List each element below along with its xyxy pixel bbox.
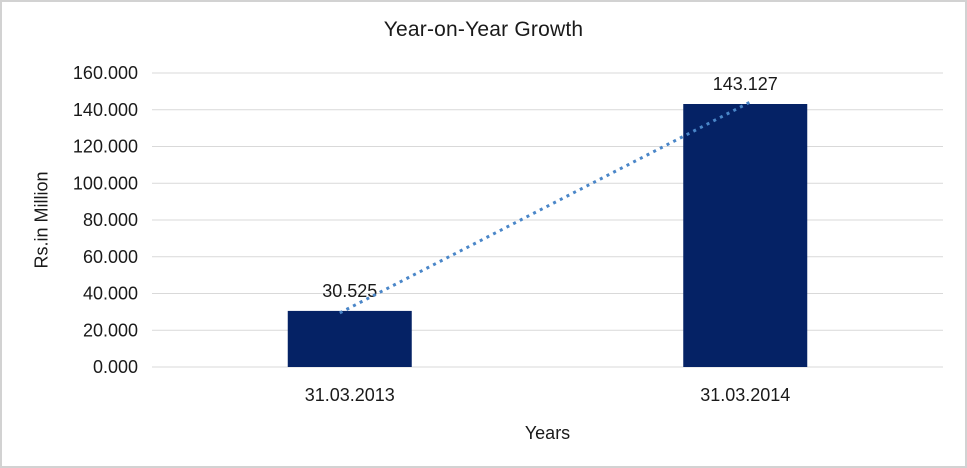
y-tick-label: 120.000 <box>73 137 138 157</box>
x-tick-label: 31.03.2013 <box>305 385 395 405</box>
bar-value-label: 30.525 <box>322 281 377 301</box>
chart-title: Year-on-Year Growth <box>383 18 584 41</box>
y-tick-label: 160.000 <box>73 63 138 83</box>
y-tick-label: 80.000 <box>83 210 138 230</box>
y-tick-label: 60.000 <box>83 247 138 267</box>
bar <box>683 104 808 367</box>
bar-value-label: 143.127 <box>713 74 778 94</box>
y-tick-label: 0.000 <box>93 357 138 377</box>
y-tick-label: 40.000 <box>83 284 138 304</box>
x-axis-title: Years <box>524 423 571 443</box>
y-tick-label: 140.000 <box>73 100 138 120</box>
y-tick-label: 100.000 <box>73 173 138 193</box>
y-tick-label: 20.000 <box>83 320 138 340</box>
x-tick-label: 31.03.2014 <box>700 385 790 405</box>
trendline <box>339 100 751 315</box>
bar <box>287 310 412 367</box>
